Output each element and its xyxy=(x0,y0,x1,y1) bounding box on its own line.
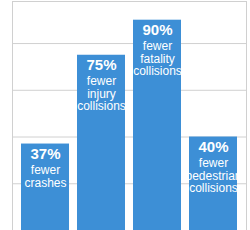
svg-text:fewerfatalitycollisions: fewerfatalitycollisions xyxy=(133,39,182,78)
svg-text:fewerpedestriancollisions: fewerpedestriancollisions xyxy=(185,156,241,195)
svg-text:fewercrashes: fewercrashes xyxy=(24,163,66,190)
svg-text:90%: 90% xyxy=(142,21,172,38)
svg-text:fewerinjurycollisions: fewerinjurycollisions xyxy=(77,74,126,113)
svg-text:75%: 75% xyxy=(86,56,116,73)
svg-text:37%: 37% xyxy=(30,145,60,162)
svg-text:40%: 40% xyxy=(198,138,228,155)
